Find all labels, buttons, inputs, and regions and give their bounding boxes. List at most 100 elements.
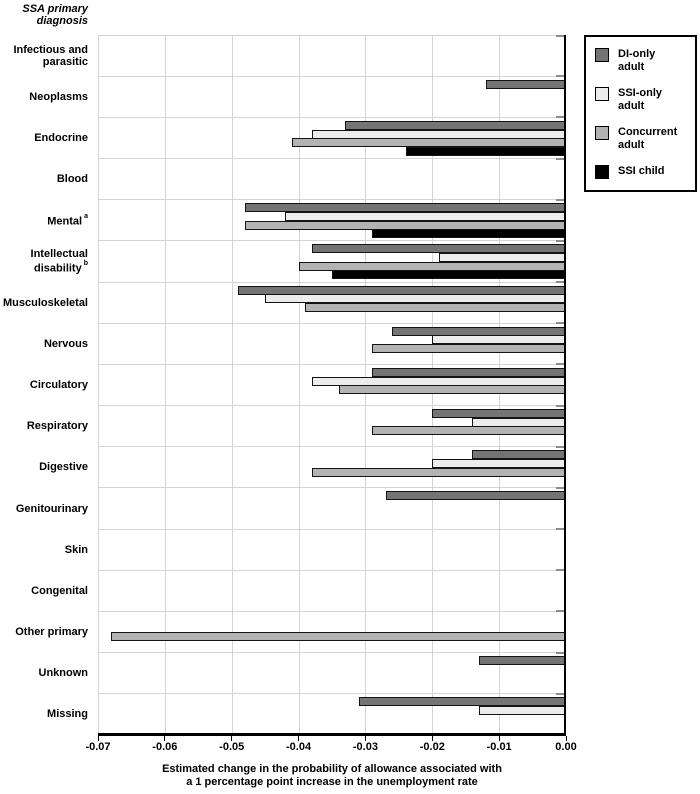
horizontal-gridline: [98, 322, 566, 324]
bar-di-only-adult: [392, 326, 566, 336]
horizontal-gridline: [98, 487, 566, 489]
category-label: Nervous: [43, 337, 88, 350]
x-axis-tick: [97, 736, 99, 741]
x-axis-tick: [164, 736, 166, 741]
x-axis-tick-label: -0.01: [486, 741, 512, 753]
footnote-marker: a: [84, 212, 88, 220]
category-label: Circulatory: [29, 378, 88, 391]
category-boundary-tick: [556, 322, 564, 325]
legend-swatch: [595, 87, 609, 101]
horizontal-gridline: [98, 528, 566, 530]
legend-item: DI-only adult: [595, 48, 686, 74]
legend-item: Concurrent adult: [595, 126, 686, 152]
bar-ssi-only-adult: [265, 294, 566, 304]
category-boundary-tick: [556, 445, 564, 448]
bar-ssi-only-adult: [285, 211, 566, 221]
x-axis-tick-label: -0.02: [419, 741, 445, 753]
bar-concurrent-adult: [111, 632, 566, 642]
category-label: Genitourinary: [15, 502, 88, 515]
category-boundary-tick: [556, 486, 564, 489]
category-boundary-tick: [556, 651, 564, 654]
category-boundary-tick: [556, 528, 564, 531]
x-axis-tick: [298, 736, 300, 741]
vertical-gridline: [98, 35, 99, 735]
category-boundary-tick: [556, 363, 564, 366]
bar-ssi-child: [405, 146, 566, 156]
bar-ssi-only-adult: [438, 253, 566, 263]
bar-ssi-only-adult: [432, 458, 566, 468]
bar-di-only-adult: [472, 450, 566, 460]
legend-label: SSI child: [618, 165, 665, 177]
horizontal-gridline: [98, 693, 566, 695]
x-axis-title-line2: a 1 percentage point increase in the une…: [186, 776, 478, 788]
bar-ssi-only-adult: [432, 335, 566, 345]
legend-label: Concurrent adult: [618, 126, 678, 151]
bar-di-only-adult: [238, 285, 566, 295]
bar-di-only-adult: [311, 244, 566, 254]
vertical-gridline: [164, 35, 166, 735]
bar-di-only-adult: [479, 656, 566, 666]
bar-di-only-adult: [358, 697, 566, 707]
bar-di-only-adult: [385, 491, 566, 501]
category-label: Respiratory: [26, 420, 88, 433]
legend: DI-only adult SSI-only adult Concurrent adult…: [584, 35, 697, 192]
x-axis-tick-label: -0.04: [286, 741, 312, 753]
category-boundary-tick: [556, 35, 564, 37]
category-label: Mental a: [47, 212, 88, 228]
legend-swatch: [595, 165, 609, 179]
x-axis-tick: [431, 736, 433, 741]
legend-swatch: [595, 48, 609, 62]
category-label: Intellectual disability b: [30, 248, 88, 275]
horizontal-gridline: [98, 652, 566, 654]
bar-ssi-only-adult: [479, 706, 566, 716]
x-axis-tick-label: 0.00: [555, 741, 577, 753]
bar-concurrent-adult: [291, 138, 566, 148]
chart-title-line2: diagnosis: [36, 15, 88, 27]
horizontal-gridline: [98, 405, 566, 407]
horizontal-gridline: [98, 446, 566, 448]
category-boundary-tick: [556, 404, 564, 407]
bar-concurrent-adult: [298, 261, 566, 271]
legend-swatch: [595, 126, 609, 140]
bar-di-only-adult: [345, 120, 566, 130]
category-boundary-tick: [556, 281, 564, 284]
vertical-gridline: [231, 35, 233, 735]
x-axis-tick: [231, 736, 233, 741]
bar-concurrent-adult: [311, 467, 566, 477]
vertical-gridline: [298, 35, 300, 735]
legend-item: SSI-only adult: [595, 87, 686, 113]
horizontal-gridline: [98, 116, 566, 118]
x-axis-tick: [498, 736, 500, 741]
category-label: Unknown: [38, 667, 89, 680]
legend-item: SSI child: [595, 165, 686, 179]
bar-di-only-adult: [485, 79, 566, 89]
category-label: Neoplasms: [29, 90, 88, 103]
category-label: Infectious and parasitic: [13, 43, 88, 68]
bar-ssi-only-adult: [311, 376, 566, 386]
category-boundary-tick: [556, 239, 564, 242]
x-axis-line: [98, 733, 566, 736]
horizontal-gridline: [98, 75, 566, 77]
category-label: Other primary: [15, 626, 88, 639]
x-axis-tick-labels: -0.07 -0.06 -0.05 -0.04 -0.03 -0.02 -0.01 0.00: [85, 741, 576, 755]
bar-ssi-child: [372, 229, 566, 239]
category-label: Musculoskeletal: [3, 296, 88, 309]
horizontal-gridline: [98, 610, 566, 612]
category-label: Congenital: [31, 584, 88, 597]
category-boundary-tick: [556, 198, 564, 201]
bar-di-only-adult: [372, 367, 566, 377]
bar-concurrent-adult: [372, 344, 566, 354]
bar-di-only-adult: [432, 409, 566, 419]
horizontal-gridline: [98, 199, 566, 201]
bar-di-only-adult: [245, 203, 566, 213]
x-axis-tick-label: -0.05: [219, 741, 245, 753]
category-boundary-tick: [556, 692, 564, 695]
horizontal-gridline: [98, 35, 566, 36]
legend-label: DI-only adult: [618, 48, 656, 73]
category-label: Blood: [56, 173, 88, 186]
legend-label: SSI-only adult: [618, 87, 663, 112]
chart-title: SSA primary diagnosis: [0, 3, 88, 27]
category-boundary-tick: [556, 569, 564, 572]
x-axis-tick-label: -0.07: [85, 741, 111, 753]
horizontal-gridline: [98, 569, 566, 571]
